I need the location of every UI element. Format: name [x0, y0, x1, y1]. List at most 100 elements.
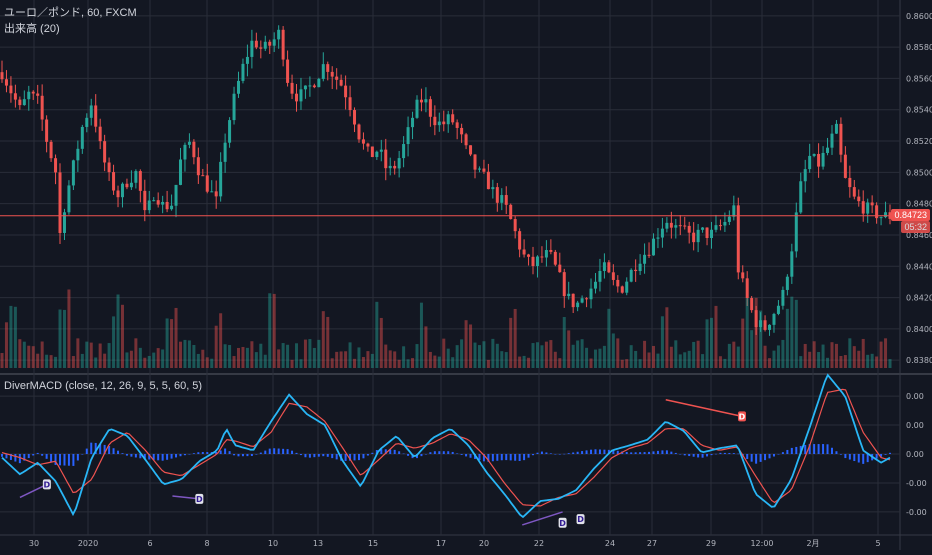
- volume-bar: [839, 355, 843, 368]
- histogram-bar: [456, 453, 459, 454]
- histogram-bar: [41, 454, 44, 456]
- candle-body: [446, 114, 450, 125]
- volume-bar: [562, 317, 566, 368]
- histogram-bar: [710, 454, 713, 456]
- histogram-bar: [616, 450, 619, 454]
- histogram-bar: [166, 454, 169, 460]
- volume-bar: [228, 345, 232, 368]
- volume-bar: [750, 330, 754, 368]
- candle-body: [469, 145, 473, 155]
- candle-body: [129, 182, 133, 188]
- volume-bar: [339, 351, 343, 368]
- candle-body: [509, 204, 513, 220]
- candle-body: [27, 91, 31, 100]
- indicator-legend[interactable]: DiverMACD (close, 12, 26, 9, 5, 5, 60, 5…: [4, 380, 203, 392]
- volume-bars: [0, 289, 892, 368]
- candle-body: [826, 147, 830, 153]
- candle-body: [643, 254, 647, 264]
- volume-bar: [353, 358, 357, 368]
- histogram-bar: [389, 449, 392, 454]
- candle-body: [393, 165, 397, 169]
- histogram-bar: [505, 454, 508, 461]
- candle-body: [388, 165, 392, 169]
- candle-body: [299, 89, 303, 102]
- histogram-bar: [795, 446, 798, 454]
- volume-bar: [388, 350, 392, 368]
- symbol-legend[interactable]: ユーロ／ポンド, 60, FXCM: [4, 7, 137, 19]
- candle-body: [228, 120, 232, 143]
- time-tick-label: 2月: [806, 539, 819, 548]
- volume-bar: [875, 356, 879, 368]
- volume-bar: [527, 357, 531, 368]
- volume-bar: [701, 354, 705, 368]
- volume-bar: [27, 345, 31, 368]
- volume-bar: [696, 340, 700, 368]
- histogram-bar: [750, 454, 753, 462]
- time-tick-label: 8: [204, 539, 209, 548]
- candle-body: [4, 79, 8, 86]
- time-tick-label: 13: [313, 539, 323, 548]
- candle-body: [834, 123, 838, 134]
- histogram-bar: [192, 453, 195, 454]
- volume-legend[interactable]: 出来高 (20): [4, 23, 60, 35]
- volume-bar: [620, 359, 624, 368]
- histogram-bar: [90, 442, 93, 454]
- histogram-bar: [554, 454, 557, 455]
- volume-bar: [772, 350, 776, 368]
- histogram-bar: [634, 452, 637, 454]
- candle-body: [843, 154, 847, 178]
- signal-line: [1, 388, 891, 507]
- histogram-bar: [215, 452, 218, 454]
- candle-body: [491, 187, 495, 190]
- histogram-bar: [746, 454, 749, 460]
- volume-bar: [669, 346, 673, 368]
- histogram-bar: [5, 454, 8, 459]
- divergence-label: D: [577, 515, 584, 524]
- volume-bar: [210, 358, 214, 368]
- histogram-bar: [478, 454, 481, 461]
- histogram-bar: [652, 451, 655, 454]
- volume-bar: [781, 339, 785, 368]
- histogram-bar: [429, 452, 432, 454]
- histogram-bar: [549, 453, 552, 454]
- histogram-bar: [500, 454, 503, 461]
- candle-body: [651, 238, 655, 256]
- volume-bar: [107, 343, 111, 368]
- candle-body: [611, 272, 615, 280]
- volume-bar: [85, 341, 89, 368]
- candle-body: [370, 146, 374, 158]
- volume-bar: [384, 344, 388, 368]
- histogram-bar: [259, 452, 262, 454]
- volume-bar: [272, 293, 276, 368]
- candle-body: [366, 143, 370, 147]
- volume-bar: [232, 356, 236, 368]
- histogram-bar: [567, 453, 570, 454]
- candle-body: [776, 305, 780, 314]
- histogram-bar: [134, 454, 137, 458]
- divergence-label: D: [196, 495, 203, 504]
- histogram-bar: [188, 454, 191, 455]
- candle-body: [214, 191, 218, 197]
- candle-body: [80, 126, 84, 149]
- candle-body: [286, 59, 290, 83]
- volume-bar: [281, 343, 285, 368]
- histogram-bar: [839, 454, 842, 455]
- candle-body: [219, 161, 223, 197]
- histogram-bar: [701, 454, 704, 458]
- candle-body: [522, 249, 526, 255]
- candle-body: [9, 85, 13, 94]
- volume-bar: [884, 338, 888, 368]
- candle-body: [45, 119, 49, 142]
- candle-body: [460, 127, 464, 135]
- histogram-bar: [830, 447, 833, 454]
- histogram-bar: [344, 454, 347, 461]
- histogram-bar: [317, 454, 320, 457]
- histogram-bar: [822, 444, 825, 454]
- histogram-bar: [540, 451, 543, 454]
- volume-bar: [94, 357, 98, 368]
